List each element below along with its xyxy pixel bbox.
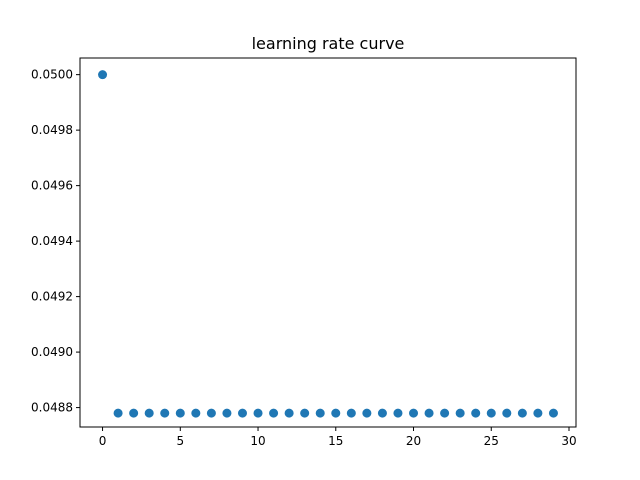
data-point [424,408,434,418]
data-point [269,408,279,418]
data-point [471,408,481,418]
x-tick-label: 10 [250,434,265,448]
y-tick-label: 0.0488 [31,401,73,415]
y-tick-label: 0.0494 [31,234,73,248]
plot-frame [79,57,577,428]
x-tick-label: 20 [406,434,421,448]
data-point [175,408,185,418]
data-point [253,408,263,418]
data-point [486,408,496,418]
data-point [160,408,170,418]
data-point [98,70,108,80]
data-point [502,408,512,418]
chart-title: learning rate curve [252,34,405,53]
y-tick-label: 0.0498 [31,123,73,137]
y-tick-label: 0.0500 [31,68,73,82]
data-point [409,408,419,418]
x-tick-label: 15 [328,434,343,448]
data-point [393,408,403,418]
data-point [377,408,387,418]
data-point [517,408,527,418]
x-tick-label: 25 [484,434,499,448]
data-point [548,408,558,418]
data-points [98,70,558,418]
data-point [284,408,294,418]
y-tick-label: 0.0492 [31,290,73,304]
x-axis: 0 5 10 15 20 25 30 [99,427,577,448]
x-tick-label: 5 [176,434,184,448]
data-point [222,408,232,418]
data-point [237,408,247,418]
data-point [331,408,341,418]
data-point [113,408,123,418]
data-point [362,408,372,418]
x-tick-label: 0 [99,434,107,448]
data-point [346,408,356,418]
x-tick-label: 30 [561,434,576,448]
data-point [300,408,310,418]
data-point [206,408,216,418]
data-point [144,408,154,418]
data-point [191,408,201,418]
data-point [440,408,450,418]
y-axis: 0.0488 0.0490 0.0492 0.0494 0.0496 0.0498 0.05… [31,68,80,415]
data-point [533,408,543,418]
data-point [455,408,465,418]
y-tick-label: 0.0496 [31,179,73,193]
y-tick-label: 0.0490 [31,345,73,359]
data-point [315,408,325,418]
data-point [129,408,139,418]
